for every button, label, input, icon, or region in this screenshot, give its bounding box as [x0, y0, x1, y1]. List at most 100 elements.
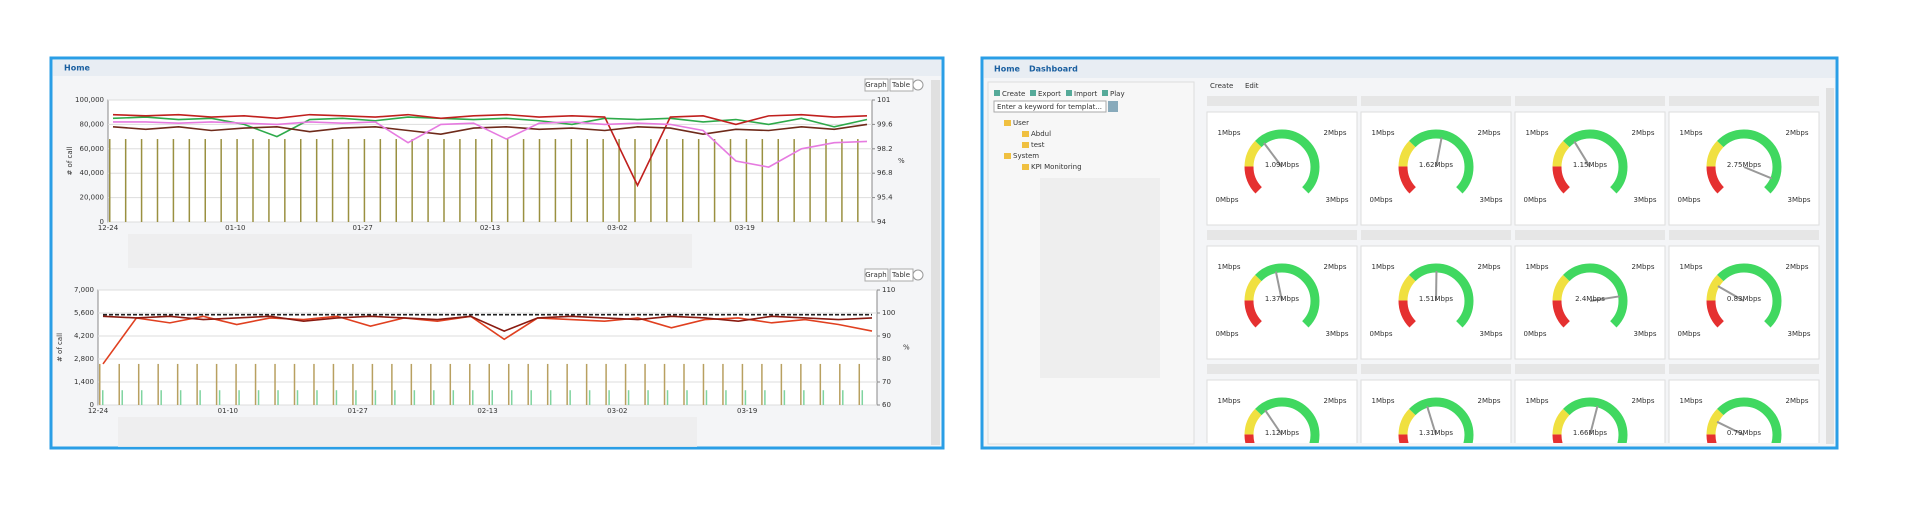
y2-tick-label: 95.4 [877, 194, 893, 202]
bar [297, 390, 299, 405]
bar [605, 364, 607, 405]
bar [118, 364, 120, 405]
bar [682, 139, 684, 222]
bar [453, 390, 455, 405]
bar [316, 139, 318, 222]
tree-node[interactable]: User [1013, 119, 1029, 127]
y-axis-label: # of call [56, 333, 64, 362]
y-tick-label: 20,000 [80, 194, 105, 202]
x-tick-label: 02-13 [477, 407, 497, 415]
gauge-scale-label: 3Mbps [1479, 196, 1502, 204]
toolbar-button[interactable]: Edit [1245, 82, 1259, 90]
gauge-scale-label: 3Mbps [1325, 196, 1348, 204]
bar [793, 139, 795, 222]
bar [730, 139, 732, 222]
tree-node[interactable]: System [1013, 152, 1039, 160]
gauge-scale-label: 3Mbps [1787, 196, 1810, 204]
button-label[interactable]: Graph [865, 81, 886, 89]
bar [459, 139, 461, 222]
bar [664, 364, 666, 405]
bar [469, 364, 471, 405]
y-tick-label: 80,000 [80, 120, 105, 128]
toolbar-button[interactable]: Create [1002, 90, 1025, 98]
menu-button[interactable] [913, 270, 923, 280]
bar [394, 390, 396, 405]
gauge-value: 2.75Mbps [1727, 161, 1762, 169]
y2-axis-label: % [898, 157, 905, 165]
gauge-scale-label: 0Mbps [1215, 196, 1238, 204]
gauge-scale-label: 3Mbps [1633, 464, 1656, 472]
toolbar-icon [1102, 90, 1108, 96]
bar [236, 139, 238, 222]
y-tick-label: 2,800 [74, 355, 94, 363]
bar [706, 390, 708, 405]
bar [667, 390, 669, 405]
bar [177, 364, 179, 405]
gauge-scale-label: 0Mbps [1523, 464, 1546, 472]
bar [216, 364, 218, 405]
bar [825, 139, 827, 222]
tree-node[interactable]: KPI Monitoring [1031, 163, 1082, 171]
bar [555, 139, 557, 222]
bar [698, 139, 700, 222]
gauge-scale-label: 0Mbps [1215, 464, 1238, 472]
bar [348, 139, 350, 222]
toolbar-button[interactable]: Play [1110, 90, 1125, 98]
bar [294, 364, 296, 405]
tab-bar [984, 60, 1835, 78]
bar [205, 139, 207, 222]
bar [569, 390, 571, 405]
bar [380, 139, 382, 222]
bar [587, 139, 589, 222]
menu-button[interactable] [913, 80, 923, 90]
toolbar-button[interactable]: Import [1074, 90, 1097, 98]
gauge-scale-label: 3Mbps [1633, 196, 1656, 204]
y2-tick-label: 70 [882, 378, 891, 386]
bar [507, 139, 509, 222]
gauge-scale-label: 3Mbps [1479, 464, 1502, 472]
bar [589, 390, 591, 405]
bar [355, 390, 357, 405]
gauge-value: 0.79Mbps [1727, 429, 1762, 437]
tree-node[interactable]: test [1031, 141, 1045, 149]
gauge-scale-label: 2Mbps [1477, 397, 1500, 405]
bar [859, 364, 861, 405]
bar [284, 139, 286, 222]
gauge-scale-label: 3Mbps [1325, 464, 1348, 472]
bar [252, 139, 254, 222]
bar [316, 390, 318, 405]
button-label[interactable]: Table [891, 81, 910, 89]
gauge-value: 1.51Mbps [1419, 295, 1454, 303]
bar [109, 139, 111, 222]
bar [472, 390, 474, 405]
gauge-scale-label: 0Mbps [1677, 196, 1700, 204]
gauge-scale-label: 1Mbps [1217, 263, 1240, 271]
bar [857, 139, 859, 222]
toolbar-button[interactable]: Create [1210, 82, 1233, 90]
tab[interactable]: Dashboard [1029, 65, 1078, 74]
bar [125, 139, 127, 222]
bar [625, 364, 627, 405]
gauge-value: 1.31Mbps [1419, 429, 1454, 437]
bar [784, 390, 786, 405]
bar [141, 390, 143, 405]
tab[interactable]: Home [994, 65, 1021, 74]
tab[interactable]: Home [64, 64, 91, 73]
gauge-scale-label: 1Mbps [1525, 397, 1548, 405]
button-label[interactable]: Graph [865, 271, 886, 279]
gauge-scale-label: 1Mbps [1679, 263, 1702, 271]
toolbar-button[interactable]: Export [1038, 90, 1061, 98]
bar [430, 364, 432, 405]
bar [778, 139, 780, 222]
gauge-title-blurred [1515, 96, 1665, 106]
bar [364, 139, 366, 222]
button-label[interactable]: Table [891, 271, 910, 279]
folder-icon [1022, 142, 1029, 148]
gauge-value: 1.62Mbps [1419, 161, 1454, 169]
bar [138, 364, 140, 405]
bar [411, 139, 413, 222]
gauge-title-blurred [1515, 364, 1665, 374]
tree-node[interactable]: Abdul [1031, 130, 1051, 138]
gauge-scale-label: 1Mbps [1371, 129, 1394, 137]
y2-tick-label: 98.2 [877, 145, 893, 153]
